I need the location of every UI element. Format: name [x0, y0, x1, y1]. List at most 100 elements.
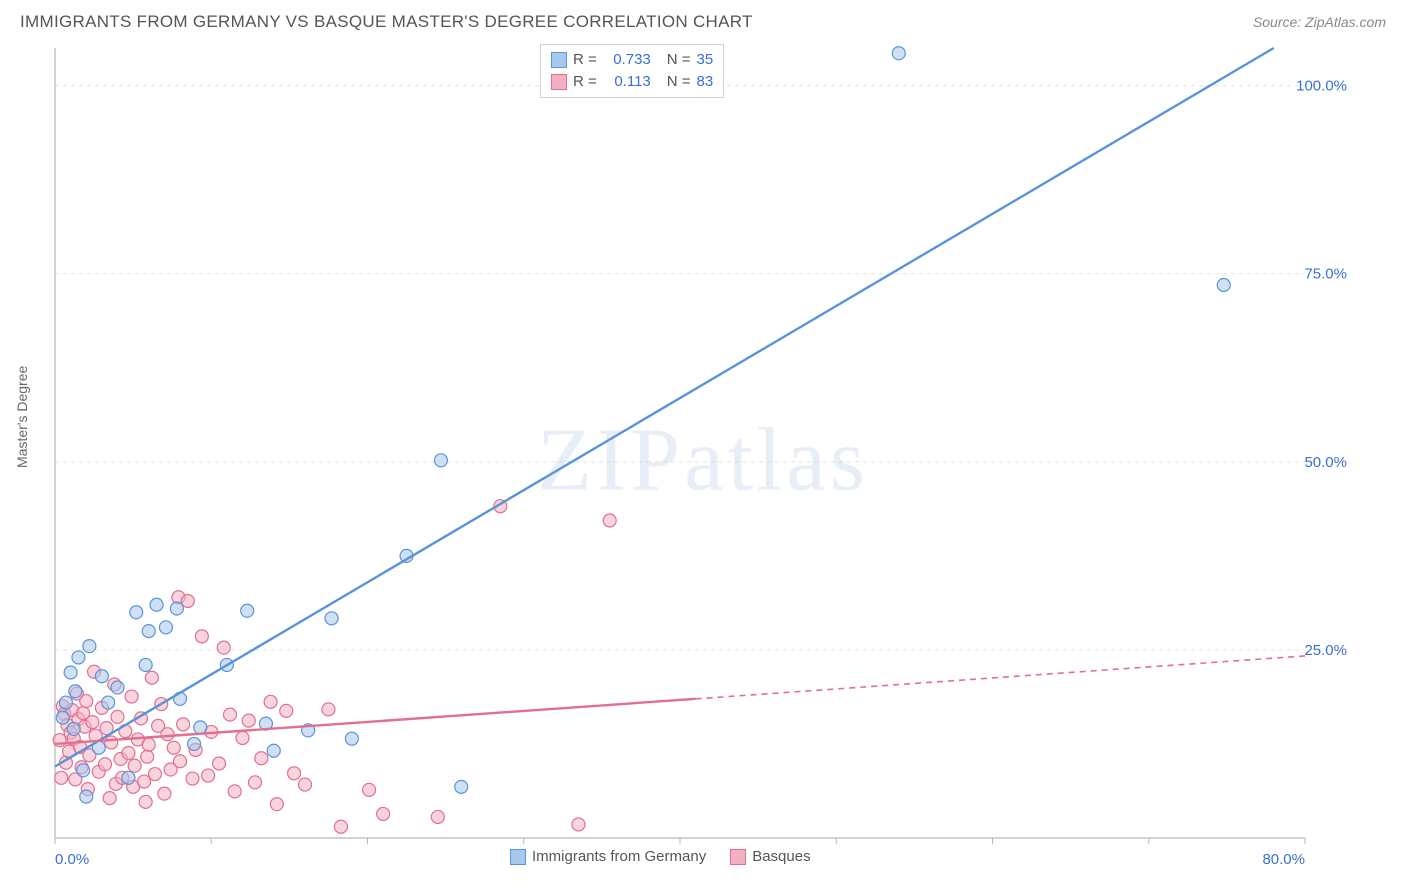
data-point: [122, 746, 135, 759]
data-point: [288, 767, 301, 780]
legend-label: Basques: [752, 848, 810, 865]
source-label: Source: ZipAtlas.com: [1253, 14, 1386, 30]
data-point: [59, 696, 72, 709]
legend-swatch: [510, 849, 526, 865]
data-point: [145, 671, 158, 684]
y-tick-label: 50.0%: [1304, 454, 1347, 471]
data-point: [95, 670, 108, 683]
data-point: [572, 818, 585, 831]
data-point: [149, 768, 162, 781]
y-tick-label: 75.0%: [1304, 266, 1347, 283]
data-point: [105, 736, 118, 749]
data-point: [267, 744, 280, 757]
data-point: [55, 771, 68, 784]
n-label: N =: [667, 71, 691, 93]
n-value: 35: [697, 49, 714, 71]
data-point: [188, 737, 201, 750]
r-value: 0.113: [603, 71, 651, 93]
data-point: [455, 780, 468, 793]
data-point: [213, 757, 226, 770]
data-point: [217, 641, 230, 654]
data-point: [159, 621, 172, 634]
data-point: [241, 604, 254, 617]
n-label: N =: [667, 49, 691, 71]
data-point: [167, 741, 180, 754]
data-point: [236, 731, 249, 744]
data-point: [264, 695, 277, 708]
legend-swatch: [551, 74, 567, 90]
data-point: [141, 750, 154, 763]
data-point: [130, 606, 143, 619]
data-point: [128, 759, 141, 772]
data-point: [202, 769, 215, 782]
data-point: [280, 704, 293, 717]
r-label: R =: [573, 71, 597, 93]
x-tick-label: 80.0%: [1262, 851, 1305, 868]
data-point: [122, 771, 135, 784]
y-axis-label: Master's Degree: [14, 366, 30, 468]
data-point: [170, 602, 183, 615]
data-point: [434, 454, 447, 467]
data-point: [80, 695, 93, 708]
data-point: [270, 798, 283, 811]
data-point: [111, 710, 124, 723]
data-point: [64, 666, 77, 679]
data-point: [83, 640, 96, 653]
data-point: [77, 764, 90, 777]
data-point: [249, 776, 262, 789]
data-point: [99, 758, 112, 771]
r-label: R =: [573, 49, 597, 71]
data-point: [334, 820, 347, 833]
data-point: [67, 722, 80, 735]
chart-area: Master's Degree ZIPatlas 25.0%50.0%75.0%…: [0, 38, 1406, 892]
data-point: [177, 718, 190, 731]
stats-row: R = 0.733 N = 35: [551, 49, 713, 71]
page-title: IMMIGRANTS FROM GERMANY VS BASQUE MASTER…: [20, 12, 753, 32]
data-point: [892, 47, 905, 60]
data-point: [431, 810, 444, 823]
scatter-chart: 25.0% 50.0% 75.0% 100.0% 0.0% 80.0%: [0, 38, 1406, 892]
data-point: [345, 732, 358, 745]
data-point: [186, 772, 199, 785]
stats-legend-box: R = 0.733 N = 35 R = 0.113 N = 83: [540, 44, 724, 98]
legend-item: Immigrants from Germany: [510, 848, 706, 865]
legend-swatch: [730, 849, 746, 865]
data-point: [228, 785, 241, 798]
data-point: [322, 703, 335, 716]
series-legend: Immigrants from Germany Basques: [510, 848, 811, 865]
data-point: [86, 716, 99, 729]
data-point: [299, 778, 312, 791]
data-point: [69, 685, 82, 698]
data-point: [56, 711, 69, 724]
data-point: [195, 630, 208, 643]
legend-item: Basques: [730, 848, 810, 865]
data-point: [158, 787, 171, 800]
trend-line-extrapolated: [696, 656, 1305, 699]
data-point: [111, 681, 124, 694]
data-point: [72, 651, 85, 664]
y-tick-label: 100.0%: [1296, 78, 1347, 95]
data-point: [194, 721, 207, 734]
y-tick-label: 25.0%: [1304, 642, 1347, 659]
data-point: [142, 738, 155, 751]
data-point: [377, 807, 390, 820]
data-point: [139, 658, 152, 671]
trend-line: [55, 699, 696, 744]
n-value: 83: [697, 71, 714, 93]
data-point: [139, 795, 152, 808]
data-point: [161, 728, 174, 741]
data-point: [80, 790, 93, 803]
data-point: [224, 708, 237, 721]
data-point: [363, 783, 376, 796]
legend-swatch: [551, 52, 567, 68]
data-point: [142, 625, 155, 638]
data-point: [125, 690, 138, 703]
data-point: [603, 514, 616, 527]
data-point: [325, 612, 338, 625]
r-value: 0.733: [603, 49, 651, 71]
x-tick-label: 0.0%: [55, 851, 89, 868]
data-point: [150, 598, 163, 611]
data-point: [255, 752, 268, 765]
legend-label: Immigrants from Germany: [532, 848, 706, 865]
data-point: [102, 696, 115, 709]
